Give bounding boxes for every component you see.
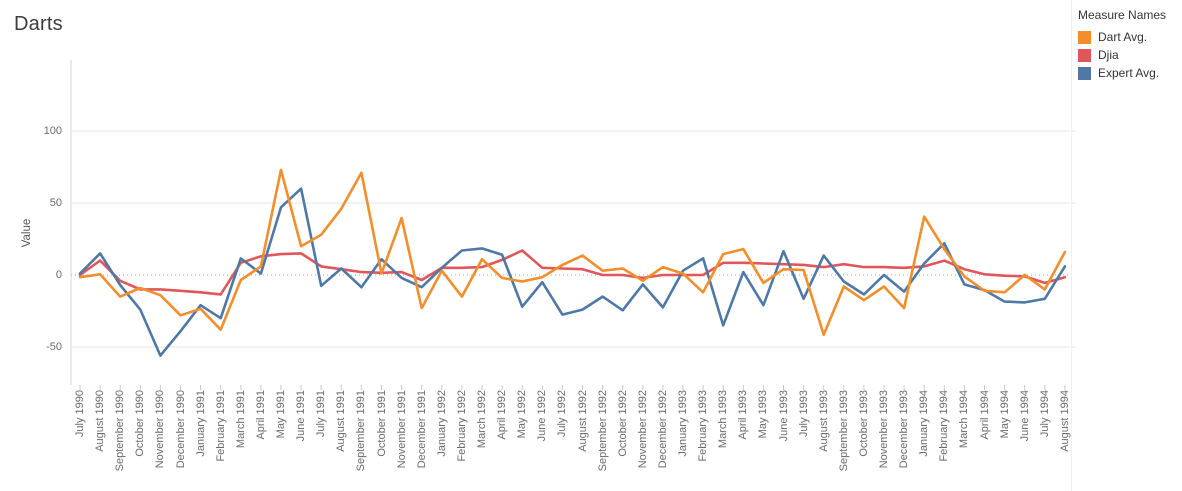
x-tick-label: June 1992: [536, 390, 549, 442]
y-tick-label: 100: [43, 125, 62, 137]
x-tick-label: October 1992: [616, 390, 629, 457]
x-tick-label: August 1991: [335, 390, 348, 452]
legend-divider: [1071, 0, 1072, 491]
x-tick-label: January 1992: [435, 390, 448, 457]
x-tick-label: August 1993: [817, 390, 830, 452]
x-tick-label: July 1990: [74, 390, 86, 438]
legend-label: Djia: [1098, 48, 1119, 62]
x-tick-label: August 1990: [94, 390, 107, 452]
x-tick-label: September 1990: [114, 390, 127, 472]
legend-label: Dart Avg.: [1098, 30, 1148, 44]
y-axis-title: Value: [21, 218, 33, 248]
x-tick-label: February 1994: [938, 390, 951, 462]
x-tick-label: January 1993: [677, 390, 689, 457]
x-tick-label: March 1993: [717, 390, 730, 449]
x-tick-label: August 1994: [1058, 390, 1071, 452]
x-tick-label: May 1992: [516, 390, 529, 439]
legend-title: Measure Names: [1078, 8, 1167, 22]
x-tick-label: September 1992: [596, 390, 609, 472]
x-tick-label: October 1993: [857, 390, 870, 457]
x-tick-label: May 1994: [998, 390, 1011, 439]
legend-item-dart-avg[interactable]: Dart Avg.: [1078, 30, 1178, 44]
x-tick-label: February 1992: [455, 390, 468, 462]
legend-items: Dart Avg. Djia Expert Avg.: [1078, 30, 1178, 80]
x-tick-label: March 1994: [958, 390, 971, 449]
x-tick-label: January 1994: [918, 390, 931, 457]
x-tick-label: September 1993: [837, 390, 850, 472]
x-tick-label: November 1992: [636, 390, 649, 469]
x-tick-label: July 1992: [556, 390, 569, 438]
legend-item-expert-avg[interactable]: Expert Avg.: [1078, 66, 1178, 80]
x-tick-label: January 1991: [194, 390, 207, 457]
x-tick-label: June 1993: [777, 390, 790, 442]
x-tick-label: February 1993: [697, 390, 710, 462]
x-tick-label: November 1993: [878, 390, 890, 469]
legend-swatch: [1078, 48, 1091, 62]
x-tick-label: October 1991: [375, 390, 388, 457]
legend: Measure Names Dart Avg. Djia Expert Avg.: [1078, 8, 1178, 84]
x-tick-label: March 1991: [234, 390, 247, 449]
legend-swatch: [1078, 30, 1091, 44]
x-tick-label: December 1991: [415, 390, 428, 469]
series-line-dart-avg[interactable]: [78, 168, 1067, 337]
x-tick-label: October 1990: [134, 390, 147, 457]
x-tick-label: December 1990: [174, 390, 187, 469]
x-tick-label: April 1993: [737, 390, 750, 440]
x-tick-label: April 1991: [254, 390, 267, 440]
x-tick-label: March 1992: [476, 390, 488, 449]
series-line-expert-avg[interactable]: [78, 187, 1067, 357]
x-tick-label: May 1991: [275, 390, 287, 439]
y-tick-label: -50: [46, 341, 62, 353]
x-tick-label: July 1993: [797, 390, 810, 438]
x-tick-label: July 1994: [1038, 390, 1051, 438]
x-tick-label: July 1991: [315, 390, 328, 438]
y-tick-label: 0: [55, 269, 62, 281]
x-tick-label: November 1990: [154, 390, 167, 469]
x-tick-label: August 1992: [576, 390, 589, 452]
x-tick-label: May 1993: [757, 390, 770, 439]
x-tick-label: December 1993: [898, 390, 911, 469]
y-tick-label: 50: [49, 197, 62, 209]
x-tick-label: November 1991: [395, 390, 408, 469]
x-tick-label: June 1994: [1018, 390, 1031, 442]
legend-item-djia[interactable]: Djia: [1078, 48, 1178, 62]
x-tick-label: February 1991: [214, 390, 227, 462]
x-tick-label: December 1992: [656, 390, 669, 469]
x-tick-label: September 1991: [355, 390, 368, 472]
x-tick-label: April 1994: [978, 390, 991, 440]
legend-swatch: [1078, 66, 1091, 80]
legend-label: Expert Avg.: [1098, 66, 1160, 80]
x-tick-label: April 1992: [496, 390, 509, 440]
x-tick-label: June 1991: [295, 390, 308, 442]
page-title: Darts: [14, 13, 63, 35]
